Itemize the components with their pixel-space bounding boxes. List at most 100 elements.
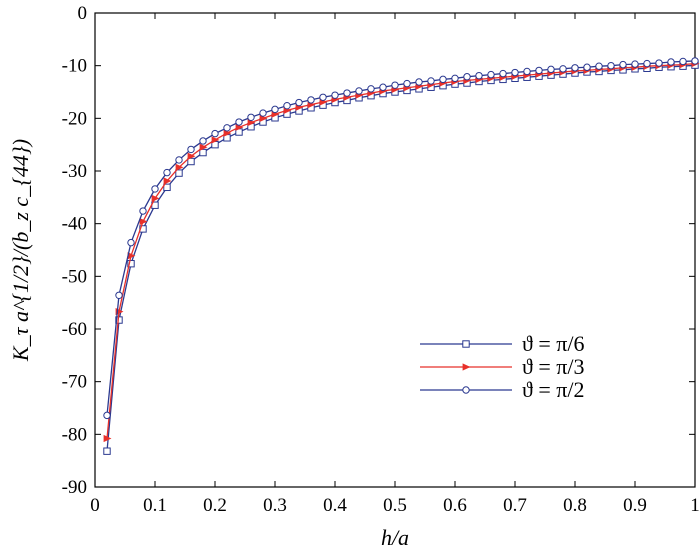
- data-point: [187, 152, 196, 160]
- data-point: [175, 169, 183, 177]
- x-axis-ticks: 0 0.1 0.2 0.3 0.4 0.5 0.6 0.7 0.8 0.9 1: [90, 13, 700, 516]
- data-point: [667, 58, 675, 66]
- x-tick-label: 0.8: [563, 495, 587, 516]
- data-point: [523, 67, 531, 76]
- data-point: [283, 101, 291, 110]
- legend: ϑ = π/6ϑ = π/3ϑ = π/2: [420, 331, 585, 402]
- data-point: [223, 129, 232, 137]
- data-point: [367, 85, 375, 93]
- data-point: [103, 411, 111, 420]
- data-point: [331, 91, 339, 99]
- data-point: [211, 136, 220, 144]
- y-tick-label: -80: [62, 424, 87, 445]
- x-tick-label: 1: [690, 495, 700, 516]
- y-tick-label: -60: [62, 319, 87, 340]
- data-point: [427, 77, 435, 85]
- data-point: [271, 105, 279, 114]
- data-point: [487, 70, 495, 79]
- data-point: [475, 71, 483, 80]
- series-3: [103, 57, 699, 420]
- x-tick-label: 0.3: [263, 495, 287, 516]
- y-tick-label: -30: [62, 161, 87, 182]
- series-layer: [103, 57, 700, 455]
- data-point: [511, 68, 519, 77]
- series-line: [106, 60, 696, 416]
- x-tick-label: 0.1: [143, 495, 167, 516]
- data-point: [175, 156, 183, 164]
- data-point: [139, 207, 147, 215]
- data-point: [199, 137, 207, 145]
- data-point: [235, 123, 244, 131]
- x-tick-label: 0.7: [503, 495, 527, 516]
- data-point: [187, 157, 195, 166]
- series-line: [106, 64, 696, 452]
- series-1: [103, 61, 699, 455]
- data-point: [439, 75, 447, 84]
- data-point: [451, 74, 459, 83]
- y-axis-title: K_τ a^{1/2}/(b_z c_{44}): [8, 139, 33, 362]
- data-point: [655, 59, 663, 67]
- legend-item: ϑ = π/3: [420, 354, 585, 379]
- data-point: [127, 238, 135, 247]
- data-point: [631, 60, 639, 68]
- y-tick-label: -10: [62, 56, 87, 77]
- data-point: [199, 143, 208, 151]
- data-point: [259, 114, 268, 122]
- y-tick-label: -50: [62, 266, 87, 287]
- data-point: [643, 59, 651, 68]
- data-point: [127, 259, 135, 268]
- data-point: [415, 78, 423, 86]
- data-point: [403, 79, 411, 88]
- x-tick-label: 0.5: [383, 495, 407, 516]
- data-point: [235, 118, 243, 126]
- data-point: [391, 81, 399, 89]
- y-axis-ticks: 0 -10 -20 -30 -40 -50 -60 -70 -80 -90: [62, 3, 695, 498]
- series-2: [103, 59, 700, 443]
- x-axis-title: h/a: [381, 525, 409, 550]
- legend-item: ϑ = π/2: [420, 377, 585, 402]
- x-tick-label: 0.2: [203, 495, 227, 516]
- legend-label: ϑ = π/2: [522, 377, 585, 402]
- y-tick-label: -90: [62, 477, 87, 498]
- data-point: [559, 65, 567, 73]
- data-point: [211, 129, 219, 138]
- legend-marker: [462, 386, 470, 394]
- data-point: [499, 69, 507, 78]
- data-point: [355, 87, 363, 95]
- y-tick-label: -40: [62, 214, 87, 235]
- x-tick-label: 0.9: [623, 495, 647, 516]
- data-point: [619, 60, 627, 69]
- data-point: [163, 168, 171, 177]
- data-point: [595, 62, 603, 70]
- y-tick-label: -70: [62, 372, 87, 393]
- data-point: [307, 96, 315, 104]
- data-point: [139, 217, 148, 226]
- legend-label: ϑ = π/6: [522, 331, 585, 356]
- x-tick-label: 0: [90, 495, 100, 516]
- data-point: [115, 291, 123, 299]
- data-point: [175, 163, 184, 171]
- data-point: [187, 145, 195, 154]
- data-point: [295, 98, 303, 107]
- data-point: [199, 148, 207, 157]
- data-point: [571, 64, 579, 72]
- data-point: [247, 113, 255, 121]
- data-point: [103, 434, 112, 443]
- data-point: [319, 93, 327, 101]
- data-point: [151, 185, 159, 193]
- data-point: [103, 447, 111, 455]
- data-point: [547, 65, 555, 74]
- data-point: [223, 124, 231, 132]
- data-point: [343, 89, 351, 97]
- data-point: [607, 61, 615, 70]
- data-point: [379, 83, 387, 91]
- data-point: [679, 57, 687, 66]
- x-tick-label: 0.6: [443, 495, 467, 516]
- data-point: [247, 118, 256, 127]
- data-point: [163, 183, 171, 192]
- y-tick-label: -20: [62, 108, 87, 129]
- data-point: [691, 57, 699, 65]
- data-point: [463, 73, 471, 81]
- legend-label: ϑ = π/3: [522, 354, 585, 379]
